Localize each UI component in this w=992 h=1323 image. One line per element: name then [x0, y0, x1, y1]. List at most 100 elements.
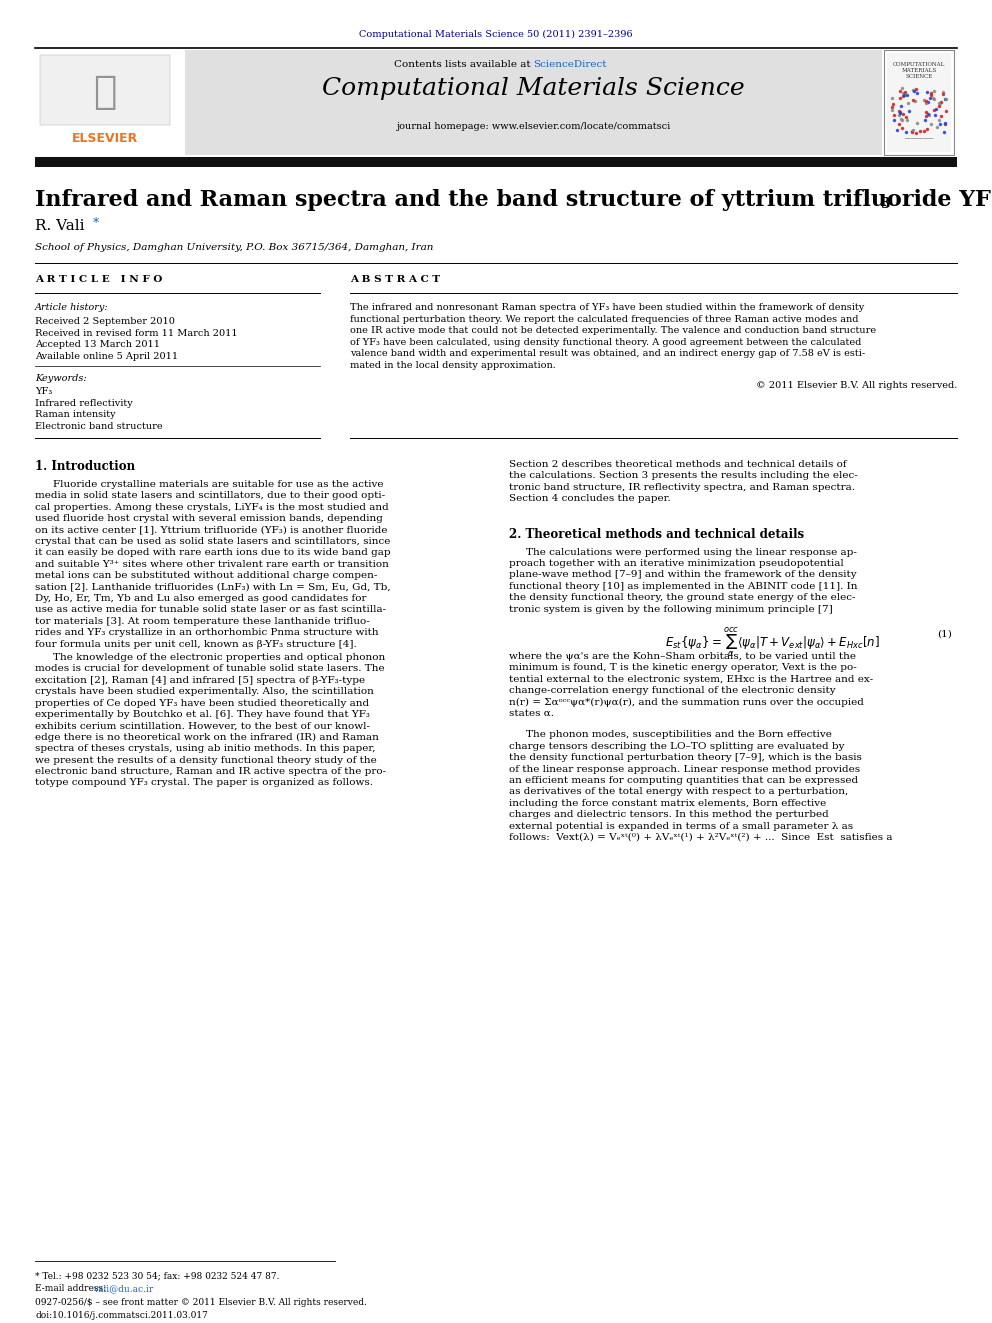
Text: School of Physics, Damghan University, P.O. Box 36715/364, Damghan, Iran: School of Physics, Damghan University, P… [35, 243, 434, 251]
Text: follows:  Vext(λ) = Vₑˣᵗ(⁰) + λVₑˣᵗ(¹) + λ²Vₑˣᵗ(²) + ...  Since  Est  satisfies : follows: Vext(λ) = Vₑˣᵗ(⁰) + λVₑˣᵗ(¹) + … [509, 833, 892, 841]
Text: states α.: states α. [509, 709, 554, 718]
Text: 1. Introduction: 1. Introduction [35, 460, 135, 474]
Text: external potential is expanded in terms of a small parameter λ as: external potential is expanded in terms … [509, 822, 853, 831]
Text: Accepted 13 March 2011: Accepted 13 March 2011 [35, 340, 160, 349]
Text: an efficient means for computing quantities that can be expressed: an efficient means for computing quantit… [509, 777, 858, 785]
Text: and suitable Y³⁺ sites where other trivalent rare earth or transition: and suitable Y³⁺ sites where other triva… [35, 560, 389, 569]
Text: Computational Materials Science: Computational Materials Science [322, 77, 745, 101]
Text: as derivatives of the total energy with respect to a perturbation,: as derivatives of the total energy with … [509, 787, 848, 796]
Text: charges and dielectric tensors. In this method the perturbed: charges and dielectric tensors. In this … [509, 810, 828, 819]
Text: ─────────: ───────── [905, 138, 933, 142]
Text: Computational Materials Science 50 (2011) 2391–2396: Computational Materials Science 50 (2011… [359, 30, 633, 40]
Text: $E_{st}\{\psi_\alpha\} = \sum_\alpha^{occ}\langle\psi_\alpha|T + V_{ext}|\psi_\a: $E_{st}\{\psi_\alpha\} = \sum_\alpha^{oc… [666, 626, 881, 659]
Bar [884, 50, 954, 155]
Bar [887, 53, 951, 152]
Text: it can easily be doped with rare earth ions due to its wide band gap: it can easily be doped with rare earth i… [35, 549, 391, 557]
Text: Contents lists available at: Contents lists available at [394, 60, 534, 69]
Text: 3: 3 [880, 197, 890, 210]
Text: minimum is found, T is the kinetic energy operator, Vext is the po-: minimum is found, T is the kinetic energ… [509, 663, 856, 672]
Text: including the force constant matrix elements, Born effective: including the force constant matrix elem… [509, 799, 825, 808]
Text: on its active center [1]. Yttrium trifluoride (YF₃) is another fluoride: on its active center [1]. Yttrium triflu… [35, 525, 388, 534]
Text: media in solid state lasers and scintillators, due to their good opti-: media in solid state lasers and scintill… [35, 491, 385, 500]
Text: of the linear response approach. Linear response method provides: of the linear response approach. Linear … [509, 765, 860, 774]
Text: tor materials [3]. At room temperature these lanthanide trifluo-: tor materials [3]. At room temperature t… [35, 617, 370, 626]
Text: E-mail address:: E-mail address: [35, 1285, 109, 1293]
Text: functional theory [10] as implemented in the ABINIT code [11]. In: functional theory [10] as implemented in… [509, 582, 857, 591]
Text: Electronic band structure: Electronic band structure [35, 422, 163, 430]
Text: sation [2]. Lanthanide trifluorides (LnF₃) with Ln = Sm, Eu, Gd, Tb,: sation [2]. Lanthanide trifluorides (LnF… [35, 582, 391, 591]
Text: Raman intensity: Raman intensity [35, 410, 116, 419]
Text: exhibits cerium scintillation. However, to the best of our knowl-: exhibits cerium scintillation. However, … [35, 721, 370, 730]
Text: vali@du.ac.ir: vali@du.ac.ir [92, 1285, 153, 1293]
Text: ELSEVIER: ELSEVIER [71, 132, 138, 146]
Text: properties of Ce doped YF₃ have been studied theoretically and: properties of Ce doped YF₃ have been stu… [35, 699, 369, 708]
Text: the calculations. Section 3 presents the results including the elec-: the calculations. Section 3 presents the… [509, 471, 857, 480]
Text: (1): (1) [937, 630, 952, 639]
Text: functional perturbation theory. We report the calculated frequencies of three Ra: functional perturbation theory. We repor… [350, 315, 858, 324]
Text: Received in revised form 11 March 2011: Received in revised form 11 March 2011 [35, 328, 238, 337]
Text: charge tensors describing the LO–TO splitting are evaluated by: charge tensors describing the LO–TO spli… [509, 742, 844, 750]
Text: *: * [93, 217, 99, 230]
Text: Received 2 September 2010: Received 2 September 2010 [35, 318, 175, 325]
Text: we present the results of a density functional theory study of the: we present the results of a density func… [35, 755, 377, 765]
Text: edge there is no theoretical work on the infrared (IR) and Raman: edge there is no theoretical work on the… [35, 733, 379, 742]
Text: crystals have been studied experimentally. Also, the scintillation: crystals have been studied experimentall… [35, 687, 374, 696]
Text: Infrared and Raman spectra and the band structure of yttrium trifluoride YF: Infrared and Raman spectra and the band … [35, 189, 991, 210]
Text: one IR active mode that could not be detected experimentally. The valence and co: one IR active mode that could not be det… [350, 327, 876, 335]
Text: tronic band structure, IR reflectivity spectra, and Raman spectra.: tronic band structure, IR reflectivity s… [509, 483, 854, 492]
Text: used fluoride host crystal with several emission bands, depending: used fluoride host crystal with several … [35, 515, 383, 523]
Text: modes is crucial for development of tunable solid state lasers. The: modes is crucial for development of tuna… [35, 664, 385, 673]
Text: Fluoride crystalline materials are suitable for use as the active: Fluoride crystalline materials are suita… [53, 480, 384, 490]
Text: rides and YF₃ crystallize in an orthorhombic Pnma structure with: rides and YF₃ crystallize in an orthorho… [35, 628, 379, 638]
Text: experimentally by Boutchko et al. [6]. They have found that YF₃: experimentally by Boutchko et al. [6]. T… [35, 710, 370, 718]
Text: © 2011 Elsevier B.V. All rights reserved.: © 2011 Elsevier B.V. All rights reserved… [756, 381, 957, 389]
Text: use as active media for tunable solid state laser or as fast scintilla-: use as active media for tunable solid st… [35, 606, 386, 614]
Bar [40, 56, 170, 124]
Text: 🌲: 🌲 [93, 73, 117, 111]
Text: Available online 5 April 2011: Available online 5 April 2011 [35, 352, 179, 360]
Text: ScienceDirect: ScienceDirect [534, 60, 607, 69]
Text: plane-wave method [7–9] and within the framework of the density: plane-wave method [7–9] and within the f… [509, 570, 856, 579]
Text: spectra of theses crystals, using ab initio methods. In this paper,: spectra of theses crystals, using ab ini… [35, 745, 376, 753]
Text: Section 2 describes theoretical methods and technical details of: Section 2 describes theoretical methods … [509, 460, 846, 468]
Text: excitation [2], Raman [4] and infrared [5] spectra of β-YF₃-type: excitation [2], Raman [4] and infrared [… [35, 676, 365, 685]
Text: Dy, Ho, Er, Tm, Yb and Lu also emerged as good candidates for: Dy, Ho, Er, Tm, Yb and Lu also emerged a… [35, 594, 366, 603]
Text: change-correlation energy functional of the electronic density: change-correlation energy functional of … [509, 687, 835, 695]
Text: tential external to the electronic system, EHxc is the Hartree and ex-: tential external to the electronic syste… [509, 675, 873, 684]
Text: journal homepage: www.elsevier.com/locate/commatsci: journal homepage: www.elsevier.com/locat… [397, 122, 671, 131]
Text: of YF₃ have been calculated, using density functional theory. A good agreement b: of YF₃ have been calculated, using densi… [350, 337, 861, 347]
Text: 0927-0256/$ – see front matter © 2011 Elsevier B.V. All rights reserved.: 0927-0256/$ – see front matter © 2011 El… [35, 1298, 367, 1307]
Text: The phonon modes, susceptibilities and the Born effective: The phonon modes, susceptibilities and t… [527, 730, 832, 740]
Bar [35, 157, 957, 167]
Text: A R T I C L E   I N F O: A R T I C L E I N F O [35, 275, 163, 284]
Text: proach together with an iterative minimization pseudopotential: proach together with an iterative minimi… [509, 560, 843, 568]
Text: A B S T R A C T: A B S T R A C T [350, 275, 440, 284]
Text: COMPUTATIONAL
MATERIALS
SCIENCE: COMPUTATIONAL MATERIALS SCIENCE [893, 62, 945, 78]
Text: The calculations were performed using the linear response ap-: The calculations were performed using th… [527, 548, 857, 557]
Bar [35, 50, 185, 155]
Text: * Tel.: +98 0232 523 30 54; fax: +98 0232 524 47 87.: * Tel.: +98 0232 523 30 54; fax: +98 023… [35, 1271, 280, 1279]
Text: four formula units per unit cell, known as β-YF₃ structure [4].: four formula units per unit cell, known … [35, 639, 357, 648]
Bar [185, 50, 882, 155]
Text: the density functional theory, the ground state energy of the elec-: the density functional theory, the groun… [509, 593, 855, 602]
Text: Article history:: Article history: [35, 303, 109, 312]
Text: tronic system is given by the following minimum principle [7]: tronic system is given by the following … [509, 605, 832, 614]
Text: valence band width and experimental result was obtained, and an indirect energy : valence band width and experimental resu… [350, 349, 865, 359]
Text: R. Vali: R. Vali [35, 220, 84, 233]
Text: YF₃: YF₃ [35, 388, 53, 396]
Text: where the ψα's are the Kohn–Sham orbitals, to be varied until the: where the ψα's are the Kohn–Sham orbital… [509, 652, 855, 662]
Text: n(r) = Σαᵒᶜᶜψα*(r)ψα(r), and the summation runs over the occupied: n(r) = Σαᵒᶜᶜψα*(r)ψα(r), and the summati… [509, 697, 863, 706]
Text: cal properties. Among these crystals, LiYF₄ is the most studied and: cal properties. Among these crystals, Li… [35, 503, 389, 512]
Text: 2. Theoretical methods and technical details: 2. Theoretical methods and technical det… [509, 528, 804, 541]
Text: Section 4 concludes the paper.: Section 4 concludes the paper. [509, 495, 671, 503]
Text: The knowledge of the electronic properties and optical phonon: The knowledge of the electronic properti… [53, 654, 385, 662]
Text: doi:10.1016/j.commatsci.2011.03.017: doi:10.1016/j.commatsci.2011.03.017 [35, 1311, 208, 1320]
Text: totype compound YF₃ crystal. The paper is organized as follows.: totype compound YF₃ crystal. The paper i… [35, 778, 373, 787]
Text: electronic band structure, Raman and IR active spectra of the pro-: electronic band structure, Raman and IR … [35, 767, 386, 777]
Text: the density functional perturbation theory [7–9], which is the basis: the density functional perturbation theo… [509, 753, 861, 762]
Text: crystal that can be used as solid state lasers and scintillators, since: crystal that can be used as solid state … [35, 537, 391, 546]
Text: metal ions can be substituted without additional charge compen-: metal ions can be substituted without ad… [35, 572, 377, 581]
Text: Keywords:: Keywords: [35, 374, 86, 382]
Text: The infrared and nonresonant Raman spectra of YF₃ have been studied within the f: The infrared and nonresonant Raman spect… [350, 303, 864, 312]
Text: Infrared reflectivity: Infrared reflectivity [35, 398, 133, 407]
